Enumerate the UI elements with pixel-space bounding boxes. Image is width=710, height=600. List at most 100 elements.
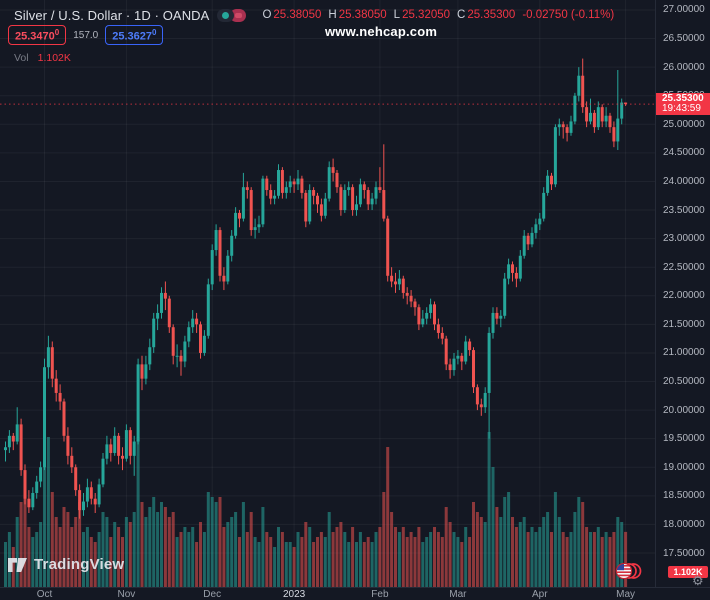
- volume-bar: [175, 537, 179, 587]
- candle-body: [542, 192, 546, 219]
- candle-body: [514, 272, 518, 279]
- volume-bar: [23, 497, 27, 587]
- candle-body: [273, 195, 277, 199]
- candle-body: [152, 318, 156, 348]
- visibility-toggle[interactable]: [217, 8, 235, 22]
- volume-bar: [331, 532, 335, 587]
- price-tick-label: 18.00000: [663, 518, 705, 530]
- volume-bar: [394, 527, 397, 587]
- price-tick-label: 24.00000: [663, 175, 705, 187]
- candle-body: [366, 190, 370, 205]
- candle-body: [195, 318, 199, 325]
- volume-bar: [585, 527, 589, 587]
- volume-bar: [35, 532, 39, 587]
- candle-body: [101, 458, 105, 485]
- candle-body: [105, 444, 109, 459]
- volume-bar: [183, 527, 187, 587]
- candle-body: [616, 118, 620, 142]
- volume-bar: [218, 497, 222, 587]
- candle-body: [284, 187, 288, 193]
- candle-body: [413, 301, 417, 308]
- candle-body: [179, 355, 183, 362]
- volume-bar: [187, 532, 191, 587]
- candle-body: [343, 190, 347, 211]
- volume-bar: [238, 537, 241, 587]
- volume-bar: [93, 542, 97, 587]
- volume-bar: [62, 507, 66, 587]
- candle-body: [163, 292, 167, 299]
- candle-body: [304, 192, 308, 222]
- sell-toggle[interactable]: [230, 8, 247, 22]
- volume-bar: [573, 512, 577, 587]
- volume-bar: [19, 502, 23, 587]
- candle-body: [54, 378, 58, 393]
- candle-body: [19, 424, 23, 471]
- volume-bar: [280, 532, 284, 587]
- price-tick-label: 20.50000: [663, 376, 705, 388]
- volume-bar: [152, 497, 156, 587]
- volume-bar: [300, 537, 304, 587]
- gear-icon[interactable]: ⚙: [692, 573, 704, 588]
- candle-body: [70, 455, 74, 468]
- symbol-title[interactable]: Silver / U.S. Dollar · 1D · OANDA: [14, 7, 210, 23]
- volume-bar: [386, 447, 390, 587]
- volume-bar: [382, 492, 386, 587]
- candle-body: [210, 250, 214, 285]
- volume-bar: [401, 527, 405, 587]
- candle-body: [117, 435, 121, 456]
- candle-body: [382, 190, 386, 219]
- time-tick-label: Feb: [371, 589, 389, 600]
- candle-body: [39, 467, 43, 482]
- candle-body: [538, 218, 542, 225]
- candle-body: [31, 492, 35, 508]
- volume-bar: [163, 507, 167, 587]
- volume-bar: [460, 542, 464, 587]
- price-tick-label: 22.00000: [663, 290, 705, 302]
- tradingview-logo[interactable]: TradingView: [8, 556, 124, 573]
- candle-body: [362, 184, 366, 191]
- candle-body: [46, 347, 50, 368]
- volume-bar: [136, 437, 140, 587]
- candlestick-chart-pane[interactable]: [0, 0, 655, 587]
- candle-body: [550, 175, 553, 185]
- volume-bar: [316, 537, 319, 587]
- volume-bar: [542, 517, 546, 587]
- price-axis[interactable]: 27.0000026.5000026.0000025.5000025.00000…: [655, 0, 710, 588]
- candle-body: [218, 230, 222, 276]
- price-tick-label: 20.00000: [663, 404, 705, 416]
- volume-bar: [117, 527, 121, 587]
- spread-value: 157.0: [73, 29, 99, 41]
- volume-bar: [491, 467, 495, 587]
- candle-body: [175, 355, 179, 357]
- volume-bar: [378, 527, 382, 587]
- candle-body: [58, 392, 62, 402]
- candle-body: [581, 75, 585, 108]
- candle-body: [249, 190, 253, 231]
- candle-body: [93, 498, 97, 505]
- volume-bar: [507, 492, 511, 587]
- bid-ask-row: 25.34700 157.0 25.36270: [8, 24, 164, 46]
- price-tick-label: 19.50000: [663, 433, 705, 445]
- buy-button[interactable]: 25.36270: [105, 24, 164, 46]
- candle-body: [433, 304, 436, 325]
- volume-bar: [70, 527, 74, 587]
- candle-body: [245, 187, 249, 191]
- candle-body: [4, 447, 7, 451]
- volume-bar: [31, 537, 35, 587]
- candle-body: [394, 281, 397, 285]
- candle-body: [347, 187, 351, 191]
- volume-bar: [167, 517, 171, 587]
- volume-bar: [503, 497, 507, 587]
- candle-body: [436, 324, 440, 333]
- us-flag-icon[interactable]: [615, 562, 642, 585]
- volume-bar: [557, 517, 561, 587]
- time-axis[interactable]: Oct Nov Dec 2023 Feb Mar Apr May: [0, 587, 710, 600]
- sell-button[interactable]: 25.34700: [8, 24, 67, 46]
- chart-legend: Silver / U.S. Dollar · 1D · OANDA O 25.38…: [14, 7, 614, 23]
- time-tick-label: 2023: [282, 589, 306, 600]
- candle-body: [569, 121, 573, 133]
- candle-body: [561, 124, 565, 128]
- volume-bar: [511, 517, 514, 587]
- open-value: 25.38050: [273, 9, 322, 21]
- volume-bar: [440, 537, 444, 587]
